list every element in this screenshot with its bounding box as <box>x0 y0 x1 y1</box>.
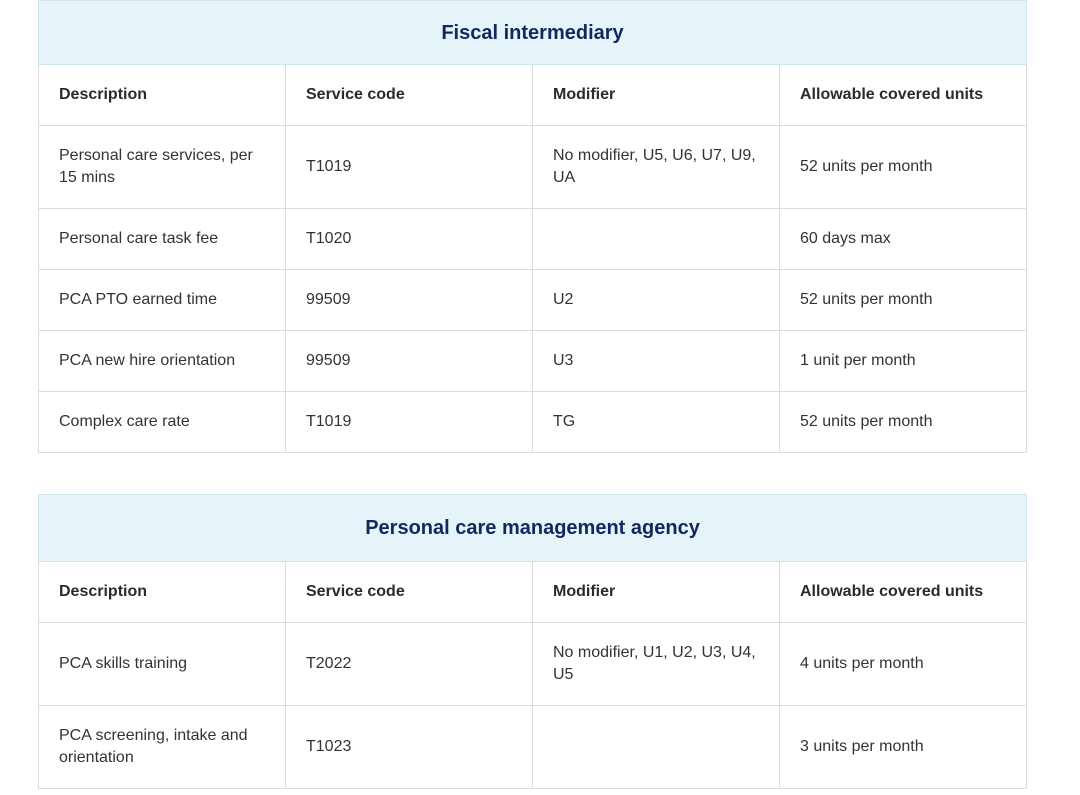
column-header-modifier: Modifier <box>532 64 780 126</box>
cell-description: PCA PTO earned time <box>38 269 286 331</box>
table-title-row: Personal care management agency <box>37 494 1028 562</box>
cell-service-code: 99509 <box>285 330 533 392</box>
cell-allowable-units: 1 unit per month <box>779 330 1027 392</box>
column-header-allowable-units: Allowable covered units <box>779 64 1027 126</box>
cell-allowable-units: 3 units per month <box>778 705 1028 789</box>
cell-description: Complex care rate <box>38 391 286 453</box>
table-title: Personal care management agency <box>37 494 1028 562</box>
cell-service-code: T1019 <box>285 391 533 453</box>
cell-allowable-units: 52 units per month <box>779 391 1027 453</box>
cell-allowable-units: 52 units per month <box>779 269 1027 331</box>
fiscal-intermediary-table: Fiscal intermediary Description Service … <box>38 0 1027 453</box>
cell-allowable-units: 52 units per month <box>779 125 1027 209</box>
table-row: PCA new hire orientation 99509 U3 1 unit… <box>38 330 1027 392</box>
column-header-service-code: Service code <box>285 64 533 126</box>
cell-modifier: U3 <box>532 330 780 392</box>
table-row: Complex care rate T1019 TG 52 units per … <box>38 391 1027 453</box>
cell-service-code: T1019 <box>285 125 533 209</box>
personal-care-management-agency-table: Personal care management agency Descript… <box>37 494 1028 789</box>
column-header-description: Description <box>38 64 286 126</box>
table-row: Personal care task fee T1020 60 days max <box>38 208 1027 270</box>
table-row: PCA skills training T2022 No modifier, U… <box>38 622 1028 706</box>
cell-service-code: T1023 <box>285 705 533 789</box>
cell-description: PCA screening, intake and orientation <box>38 705 286 789</box>
cell-modifier <box>532 705 780 789</box>
cell-description: Personal care task fee <box>38 208 286 270</box>
table-title: Fiscal intermediary <box>38 0 1027 65</box>
table-row: Personal care services, per 15 mins T101… <box>38 125 1027 209</box>
cell-modifier <box>532 208 780 270</box>
cell-allowable-units: 60 days max <box>779 208 1027 270</box>
column-header-service-code: Service code <box>285 561 533 623</box>
cell-service-code: T1020 <box>285 208 533 270</box>
cell-description: Personal care services, per 15 mins <box>38 125 286 209</box>
cell-service-code: T2022 <box>285 622 533 706</box>
cell-modifier: No modifier, U1, U2, U3, U4, U5 <box>532 622 780 706</box>
table-row: PCA PTO earned time 99509 U2 52 units pe… <box>38 269 1027 331</box>
column-header-allowable-units: Allowable covered units <box>778 561 1028 623</box>
column-header-description: Description <box>38 561 286 623</box>
cell-modifier: TG <box>532 391 780 453</box>
column-header-modifier: Modifier <box>532 561 780 623</box>
table-row: PCA screening, intake and orientation T1… <box>38 705 1028 789</box>
cell-description: PCA new hire orientation <box>38 330 286 392</box>
table-title-row: Fiscal intermediary <box>38 0 1027 65</box>
cell-modifier: U2 <box>532 269 780 331</box>
cell-allowable-units: 4 units per month <box>778 622 1028 706</box>
table-header-row: Description Service code Modifier Allowa… <box>38 561 1028 623</box>
cell-description: PCA skills training <box>38 622 286 706</box>
cell-modifier: No modifier, U5, U6, U7, U9, UA <box>532 125 780 209</box>
table-header-row: Description Service code Modifier Allowa… <box>38 64 1027 126</box>
cell-service-code: 99509 <box>285 269 533 331</box>
